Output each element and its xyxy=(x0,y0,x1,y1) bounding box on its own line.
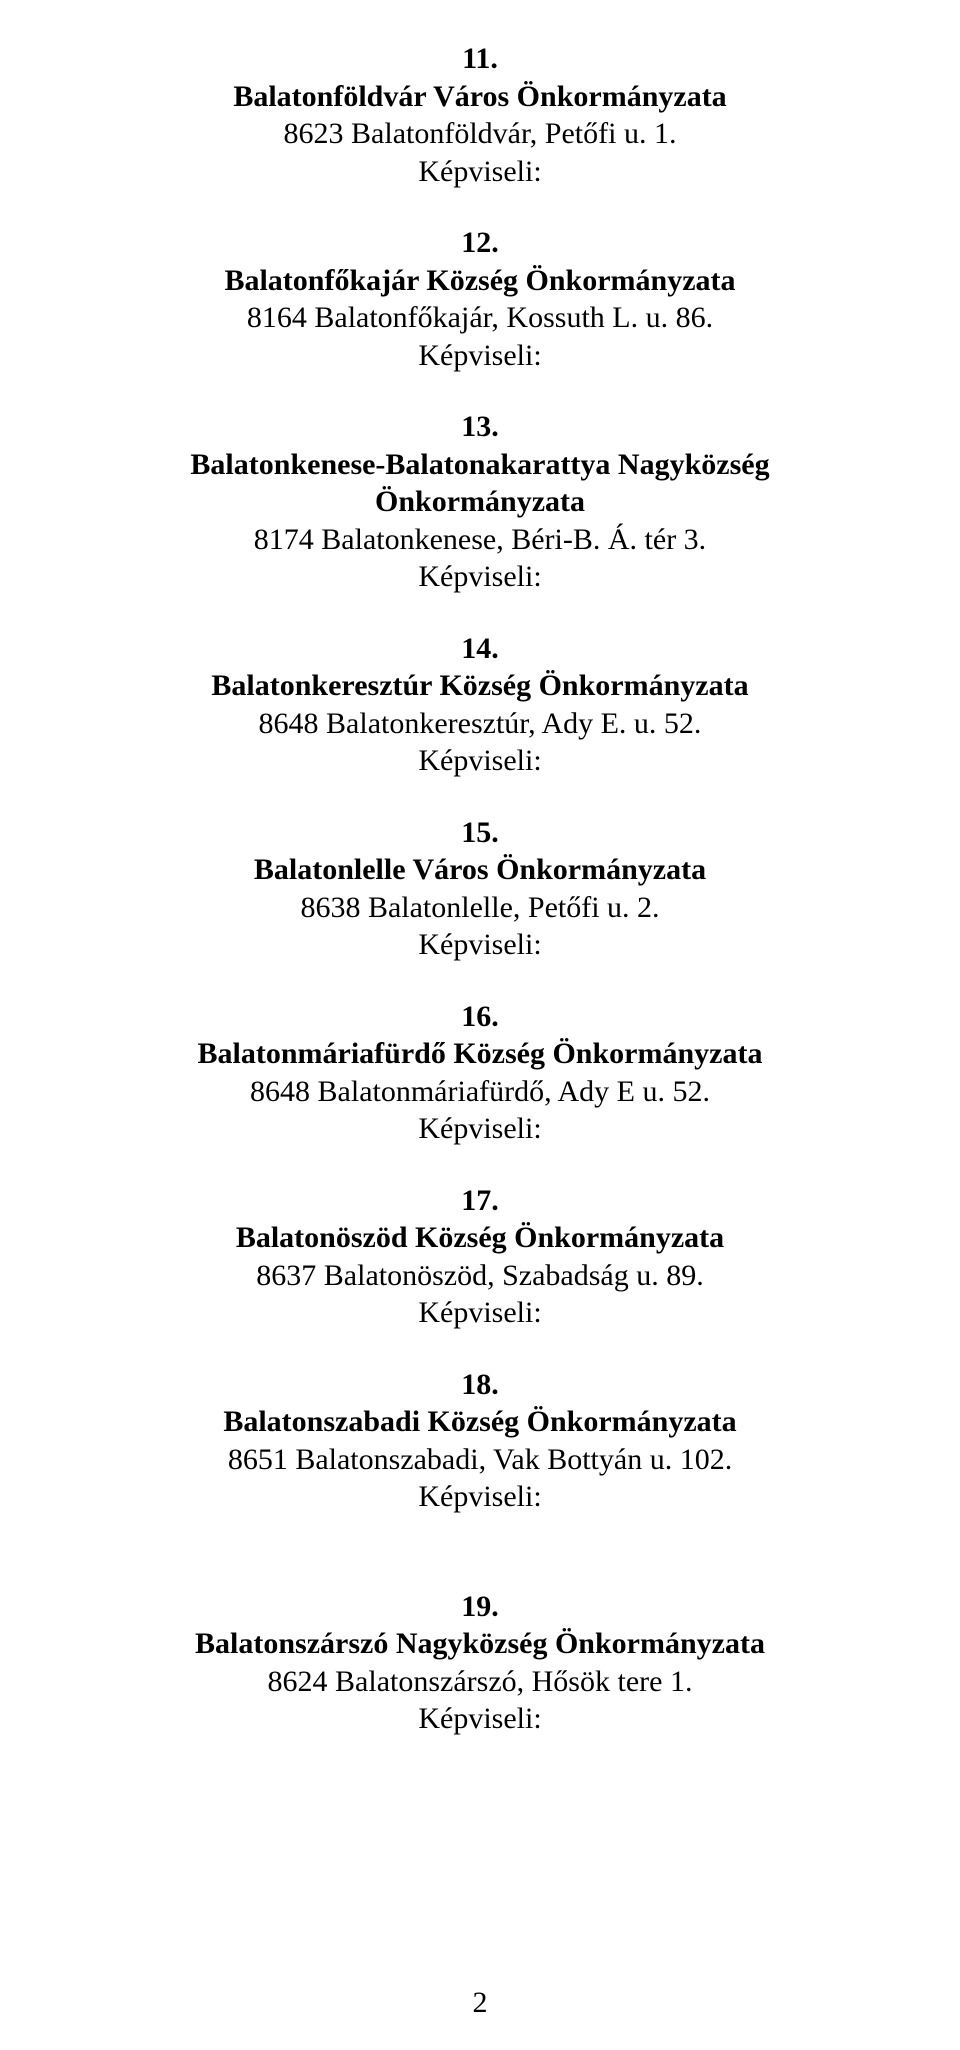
entry-representative: Képviseli: xyxy=(100,153,860,191)
entry-address: 8651 Balatonszabadi, Vak Bottyán u. 102. xyxy=(100,1441,860,1479)
entry-address: 8624 Balatonszárszó, Hősök tere 1. xyxy=(100,1663,860,1701)
entry-title: Balatonszárszó Nagyközség Önkormányzata xyxy=(100,1625,860,1663)
entry-title: Balatonszabadi Község Önkormányzata xyxy=(100,1403,860,1441)
entry-address: 8174 Balatonkenese, Béri-B. Á. tér 3. xyxy=(100,521,860,559)
entry-title: Balatonkenese-Balatonakarattya Nagyközsé… xyxy=(100,446,860,521)
entry-address: 8637 Balatonöszöd, Szabadság u. 89. xyxy=(100,1257,860,1295)
entry-address: 8164 Balatonfőkajár, Kossuth L. u. 86. xyxy=(100,299,860,337)
entry-number: 12. xyxy=(100,224,860,262)
entry-13: 13. Balatonkenese-Balatonakarattya Nagyk… xyxy=(100,408,860,596)
entry-14: 14. Balatonkeresztúr Község Önkormányzat… xyxy=(100,630,860,780)
entry-number: 13. xyxy=(100,408,860,446)
entry-19: 19. Balatonszárszó Nagyközség Önkormányz… xyxy=(100,1588,860,1738)
entry-12: 12. Balatonfőkajár Község Önkormányzata … xyxy=(100,224,860,374)
entry-address: 8623 Balatonföldvár, Petőfi u. 1. xyxy=(100,115,860,153)
entry-representative: Képviseli: xyxy=(100,742,860,780)
entry-15: 15. Balatonlelle Város Önkormányzata 863… xyxy=(100,814,860,964)
entry-representative: Képviseli: xyxy=(100,1110,860,1148)
entry-16: 16. Balatonmáriafürdő Község Önkormányza… xyxy=(100,998,860,1148)
entry-title: Balatonkeresztúr Község Önkormányzata xyxy=(100,667,860,705)
entry-number: 11. xyxy=(100,40,860,78)
entry-number: 15. xyxy=(100,814,860,852)
entry-title: Balatonöszöd Község Önkormányzata xyxy=(100,1219,860,1257)
entry-number: 18. xyxy=(100,1366,860,1404)
entry-representative: Képviseli: xyxy=(100,337,860,375)
entry-address: 8648 Balatonkeresztúr, Ady E. u. 52. xyxy=(100,705,860,743)
entry-address: 8648 Balatonmáriafürdő, Ady E u. 52. xyxy=(100,1073,860,1111)
entry-11: 11. Balatonföldvár Város Önkormányzata 8… xyxy=(100,40,860,190)
entry-representative: Képviseli: xyxy=(100,926,860,964)
entry-title: Balatonlelle Város Önkormányzata xyxy=(100,851,860,889)
entry-number: 19. xyxy=(100,1588,860,1626)
entry-address: 8638 Balatonlelle, Petőfi u. 2. xyxy=(100,889,860,927)
entry-number: 17. xyxy=(100,1182,860,1220)
entry-number: 16. xyxy=(100,998,860,1036)
entry-representative: Képviseli: xyxy=(100,1294,860,1332)
entry-title: Balatonföldvár Város Önkormányzata xyxy=(100,78,860,116)
entry-representative: Képviseli: xyxy=(100,558,860,596)
entry-representative: Képviseli: xyxy=(100,1478,860,1516)
document-page: 11. Balatonföldvár Város Önkormányzata 8… xyxy=(0,0,960,2050)
entry-title: Balatonfőkajár Község Önkormányzata xyxy=(100,262,860,300)
entry-number: 14. xyxy=(100,630,860,668)
entry-17: 17. Balatonöszöd Község Önkormányzata 86… xyxy=(100,1182,860,1332)
entry-18: 18. Balatonszabadi Község Önkormányzata … xyxy=(100,1366,860,1516)
page-number: 2 xyxy=(0,1986,960,2020)
entry-representative: Képviseli: xyxy=(100,1700,860,1738)
entry-title: Balatonmáriafürdő Község Önkormányzata xyxy=(100,1035,860,1073)
